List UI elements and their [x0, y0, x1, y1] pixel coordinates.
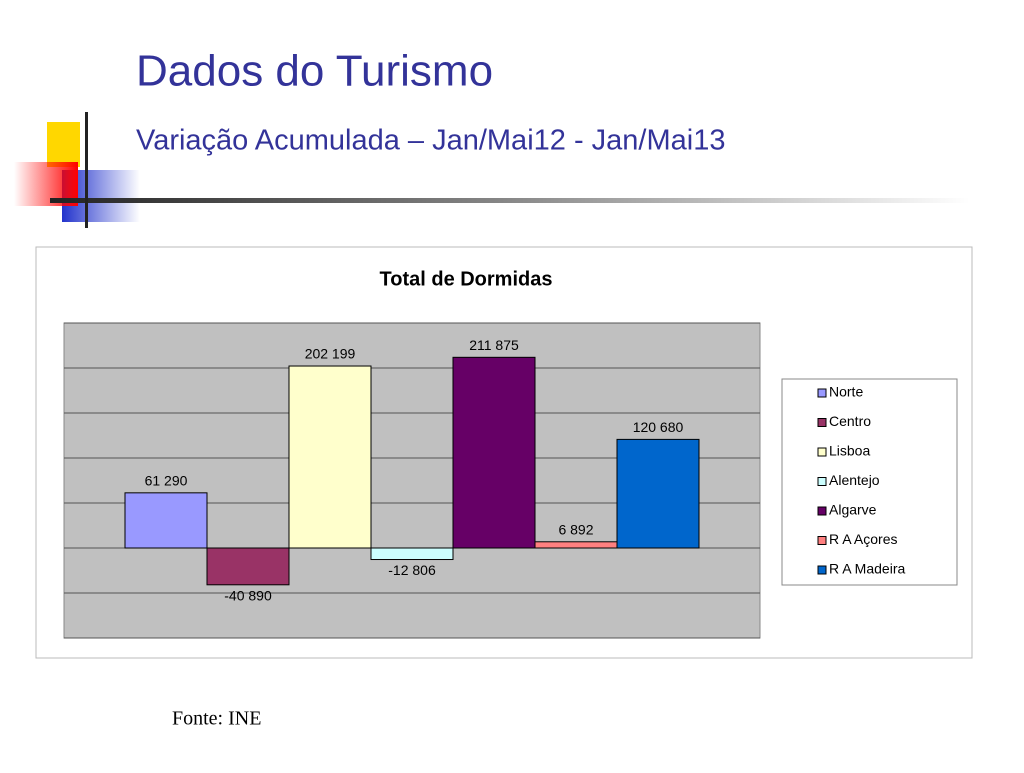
legend: [781, 378, 958, 586]
data-label: 120 680: [633, 419, 684, 435]
legend-swatch: [817, 536, 827, 545]
deco-yellow: [47, 122, 80, 167]
data-label: 211 875: [469, 337, 519, 353]
data-label: 202 199: [305, 346, 356, 362]
slide-subtitle: Variação Acumulada – Jan/Mai12 - Jan/Mai…: [136, 125, 725, 157]
bar: [206, 547, 290, 586]
legend-swatch: [817, 418, 827, 427]
bar: [616, 438, 700, 549]
bar: [452, 356, 536, 549]
legend-label: Centro: [829, 413, 871, 429]
legend-label: Norte: [829, 384, 863, 400]
legend-swatch: [817, 388, 827, 398]
data-label: 61 290: [145, 473, 188, 489]
chart-title: Total de Dormidas: [380, 268, 553, 290]
legend-label: Lisboa: [829, 443, 870, 459]
slide-title: Dados do Turismo: [136, 47, 493, 96]
legend-swatch: [817, 506, 827, 516]
bar: [288, 365, 372, 549]
legend-swatch: [817, 477, 827, 486]
legend-label: R A Madeira: [829, 561, 905, 577]
legend-label: R A Açores: [829, 531, 897, 547]
bar: [370, 547, 454, 561]
legend-label: Alentejo: [829, 472, 880, 488]
bar: [124, 492, 208, 549]
data-label: 6 892: [558, 522, 593, 538]
legend-label: Algarve: [829, 502, 877, 518]
legend-swatch: [817, 565, 827, 575]
data-label: -40 890: [224, 588, 272, 604]
deco-vline: [85, 112, 88, 228]
data-label: -12 806: [388, 562, 436, 578]
bar: [534, 541, 618, 549]
deco-line: [50, 198, 970, 203]
legend-swatch: [817, 447, 827, 457]
source: Fonte: INE: [172, 708, 261, 730]
